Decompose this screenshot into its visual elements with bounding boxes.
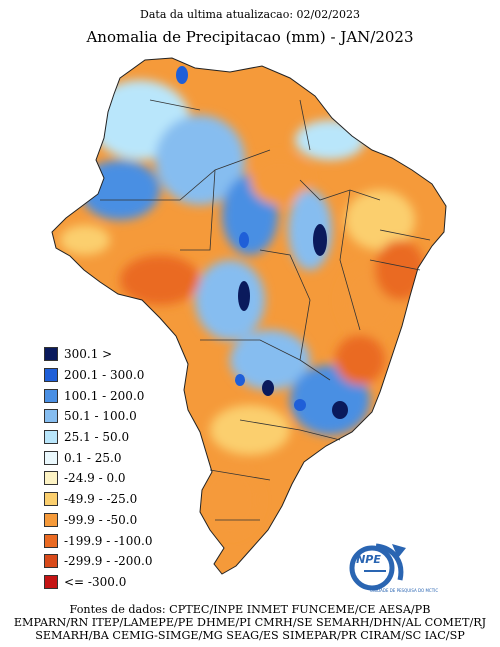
legend-swatch [44,471,58,486]
legend-item: -299.9 - -200.0 [44,551,153,572]
legend-swatch [44,574,58,589]
legend-item: -24.9 - 0.0 [44,468,153,489]
legend-swatch [44,368,58,383]
legend-item: 300.1 > [44,344,153,365]
legend-item: 100.1 - 200.0 [44,385,153,406]
legend-swatch [44,430,58,445]
legend-item: 200.1 - 300.0 [44,365,153,386]
legend-item: -49.9 - -25.0 [44,489,153,510]
legend-item: -99.9 - -50.0 [44,510,153,531]
data-sources: Fontes de dados: CPTEC/INPE INMET FUNCEM… [0,603,500,642]
legend-swatch [44,492,58,507]
sources-line: EMPARN/RN ITEP/LAMEPE/PE DHME/PI CMRH/SE… [13,616,487,629]
legend: 300.1 > 200.1 - 300.0 100.1 - 200.0 50.1… [44,344,153,592]
legend-swatch [44,450,58,465]
logo-subtitle: UNIDADE DE PESQUISA DO MCTIC [370,588,439,593]
legend-swatch [44,347,58,362]
legend-item: 50.1 - 100.0 [44,406,153,427]
legend-swatch [44,533,58,548]
sources-line: SEMARH/BA CEMIG-SIMGE/MG SEAG/ES SIMEPAR… [35,629,465,642]
legend-swatch [44,388,58,403]
legend-item: -199.9 - -100.0 [44,530,153,551]
inpe-logo-icon [349,543,406,591]
legend-swatch [44,554,58,569]
last-update-text: Data da ultima atualizacao: 02/02/2023 [140,8,360,21]
logo-name: INPE [352,553,381,566]
sources-line: Fontes de dados: CPTEC/INPE INMET FUNCEM… [69,603,431,616]
legend-item: 0.1 - 25.0 [44,447,153,468]
map-title: Anomalia de Precipitacao (mm) - JAN/2023 [86,28,414,46]
legend-swatch [44,409,58,424]
legend-item: 25.1 - 50.0 [44,427,153,448]
legend-swatch [44,512,58,527]
legend-item: <= -300.0 [44,572,153,593]
